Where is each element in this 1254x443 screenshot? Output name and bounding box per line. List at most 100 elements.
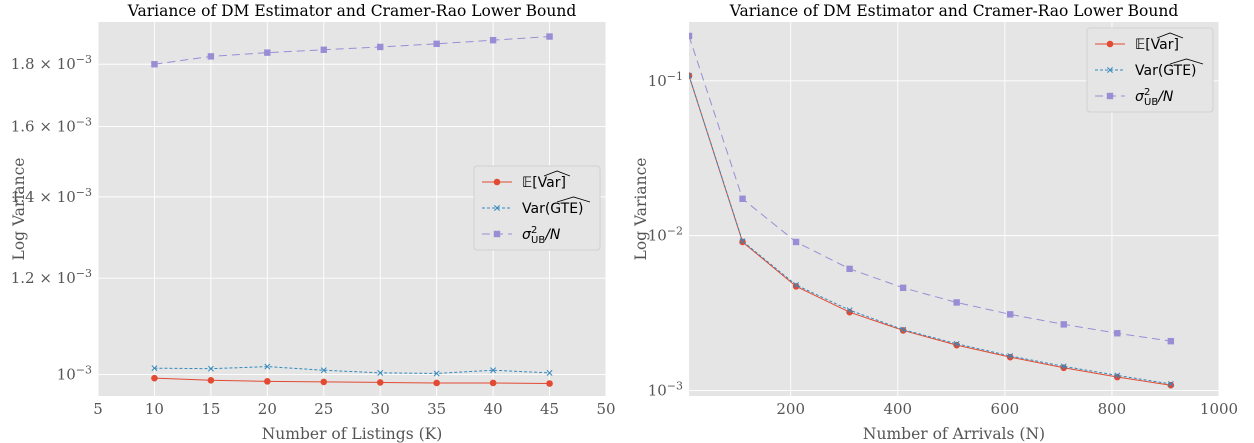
- x-axis-label: Number of Arrivals (N): [863, 425, 1045, 443]
- data-point: [320, 378, 328, 386]
- y-tick-mantissa: 1.4: [11, 188, 35, 206]
- y-tick-times: ×: [35, 188, 57, 206]
- legend-label-sup: 2: [531, 225, 537, 236]
- y-tick-exponent: −3: [76, 363, 92, 376]
- data-point-stroke: [900, 326, 907, 333]
- legend-hat: [556, 196, 591, 203]
- y-tick-label: 10−3: [648, 379, 683, 399]
- data-point: [151, 374, 158, 382]
- data-point: [899, 284, 907, 292]
- data-point-stroke: [151, 365, 158, 372]
- x-tick-label: 1000: [1200, 400, 1238, 418]
- data-point: [264, 378, 271, 385]
- data-point: [546, 380, 553, 387]
- y-tick-exponent: −3: [76, 115, 92, 128]
- data-point: [739, 195, 746, 202]
- y-tick-base: 10: [648, 72, 667, 90]
- legend-marker: [1106, 40, 1114, 48]
- y-tick-label: 10−2: [648, 225, 683, 245]
- data-point: [207, 365, 214, 372]
- x-tick-label: 25: [314, 400, 333, 418]
- legend-label: σ2 UB/N: [1135, 87, 1174, 108]
- data-point: [953, 340, 960, 347]
- data-point-stroke: [320, 367, 327, 374]
- x-tick-label: 5: [93, 400, 103, 418]
- data-point: [264, 49, 271, 56]
- legend-hat: [543, 170, 571, 177]
- data-point-stroke: [1007, 352, 1014, 359]
- data-point: [151, 61, 158, 68]
- legend: 𝔼[Var] Var(GTE) σ2 UB/N: [473, 165, 601, 251]
- data-point: [546, 33, 553, 40]
- y-axis-label: Log Variance: [632, 158, 650, 261]
- legend-label-sup: 2: [1144, 87, 1150, 98]
- data-point-stroke: [739, 238, 746, 245]
- data-point: [1060, 321, 1067, 328]
- legend-label-tail: /N: [1156, 89, 1174, 105]
- series-group: [151, 33, 553, 387]
- data-point: [846, 308, 853, 316]
- data-point: [1167, 337, 1175, 345]
- x-tick-label: 45: [540, 400, 559, 418]
- data-point-stroke: [546, 369, 553, 376]
- x-axis-label: Number of Listings (K): [262, 425, 443, 443]
- y-tick-base: 10: [57, 365, 76, 383]
- y-tick-label: 1.2 × 10−3: [11, 267, 92, 287]
- x-tick-label: 50: [596, 400, 615, 418]
- data-point: [490, 367, 497, 374]
- y-tick-exponent: −3: [667, 379, 683, 392]
- series-line-2: [154, 366, 550, 374]
- data-point: [207, 376, 215, 384]
- data-point: [377, 43, 384, 51]
- x-tick-label: 10: [145, 400, 164, 418]
- y-tick-label: 10−1: [648, 70, 683, 90]
- data-point: [377, 369, 384, 376]
- y-tick-times: ×: [35, 55, 57, 73]
- chart-title: Variance of DM Estimator and Cramer-Rao …: [127, 2, 577, 20]
- data-point: [433, 379, 440, 387]
- legend-marker: [494, 205, 500, 211]
- data-point: [433, 40, 440, 48]
- legend-marker: [1106, 92, 1114, 100]
- x-tick-label: 30: [371, 400, 390, 418]
- legend-marker: [493, 230, 501, 238]
- chart-title: Variance of DM Estimator and Cramer-Rao …: [729, 2, 1179, 20]
- data-point-stroke: [264, 363, 271, 370]
- series-line-2: [689, 75, 1171, 385]
- data-point: [320, 367, 327, 374]
- data-point-stroke: [793, 282, 800, 288]
- x-tick-label: 35: [427, 400, 446, 418]
- data-point-stroke: [689, 72, 692, 77]
- data-point: [793, 282, 800, 288]
- legend-hat: [1156, 32, 1184, 39]
- legend-label: Var(GTE): [1135, 63, 1197, 79]
- data-point: [1007, 311, 1014, 318]
- data-point-stroke: [207, 365, 214, 372]
- data-point: [1167, 381, 1174, 387]
- series-line-3: [689, 35, 1171, 342]
- data-point: [489, 36, 497, 44]
- x-tick-label: 400: [883, 400, 912, 418]
- data-point-stroke: [953, 340, 960, 347]
- y-tick-exponent: −3: [76, 186, 92, 199]
- y-tick-base: 10: [57, 269, 76, 287]
- y-tick-base: 10: [57, 188, 76, 206]
- data-point-stroke: [689, 74, 692, 79]
- data-point: [1114, 372, 1121, 379]
- legend-label-tail: /N: [543, 227, 561, 243]
- legend-label: σ2 UB/N: [522, 225, 561, 246]
- y-tick-label: 10−3: [57, 363, 92, 383]
- x-tick-label: 15: [201, 400, 220, 418]
- y-tick-times: ×: [35, 269, 57, 287]
- data-point: [433, 370, 440, 377]
- y-tick-mantissa: 1.6: [11, 117, 35, 135]
- series-group: [689, 32, 1175, 389]
- data-point: [900, 326, 907, 333]
- legend-box: [1086, 27, 1214, 113]
- series-line-3: [154, 36, 550, 65]
- y-tick-label: 1.8 × 10−3: [11, 53, 92, 73]
- data-point: [792, 238, 800, 246]
- series-line-1: [154, 377, 550, 385]
